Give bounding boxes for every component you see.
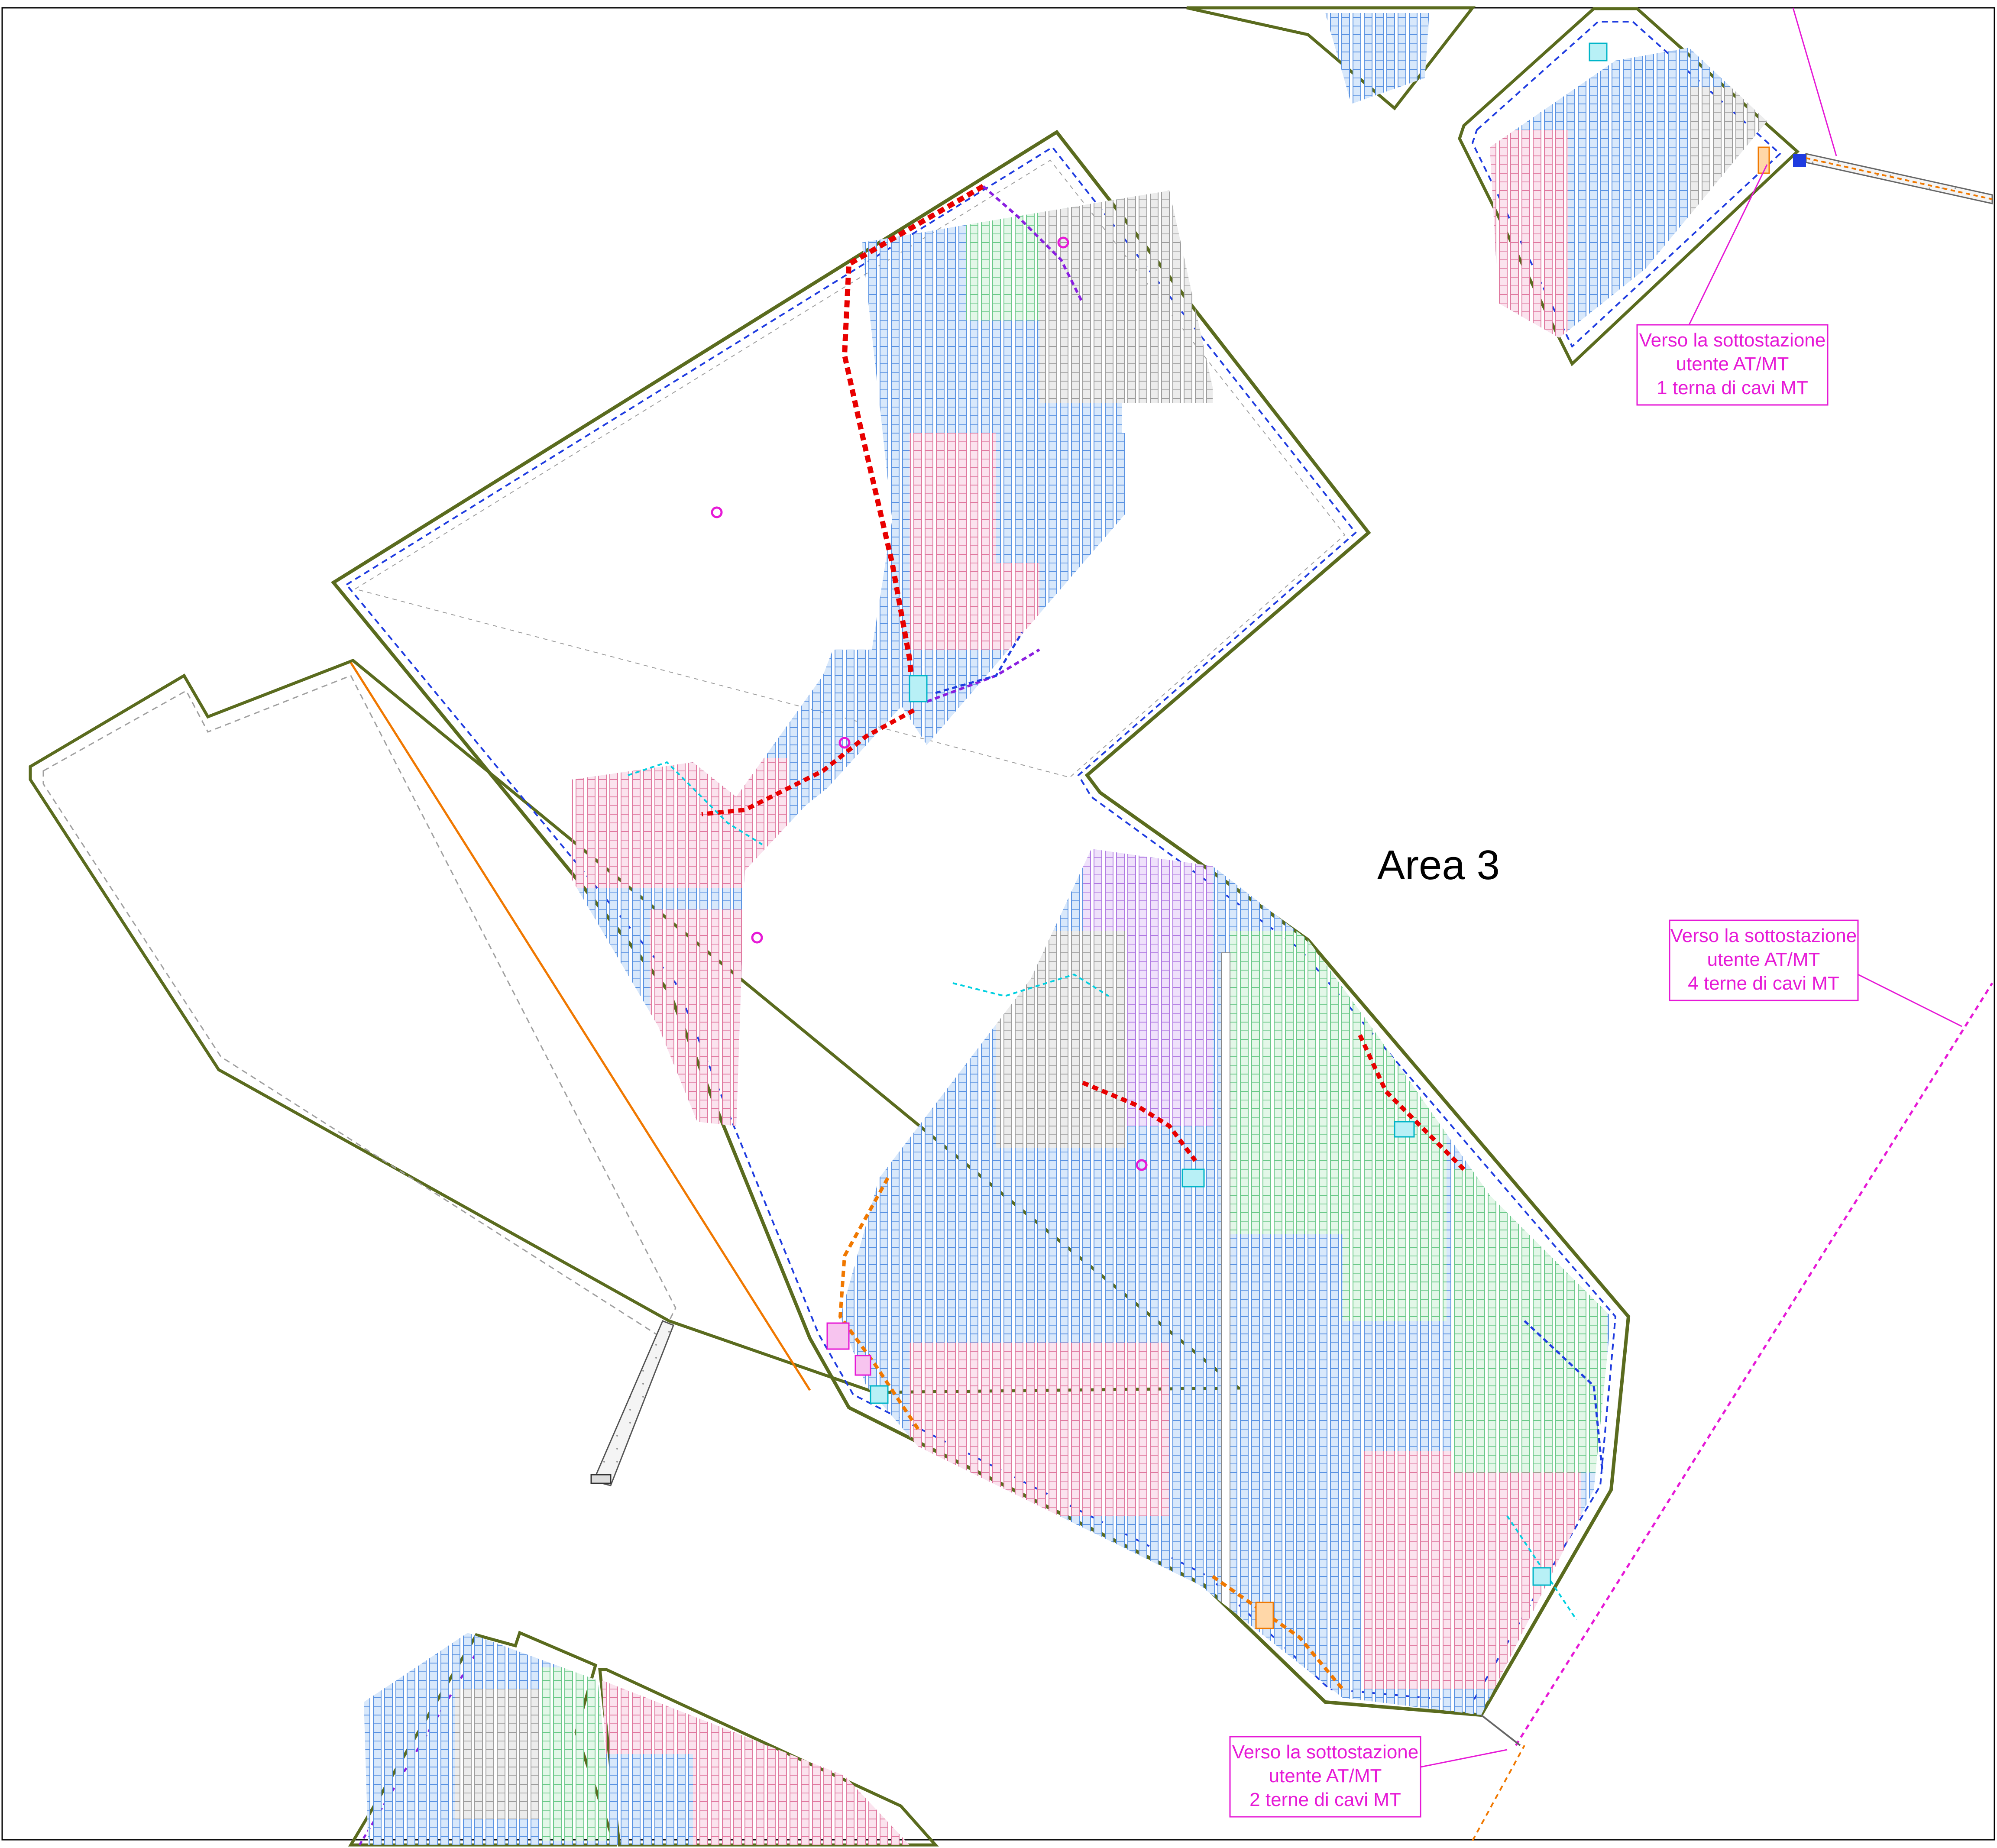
- callout-line: Verso la sottostazione: [1670, 925, 1857, 946]
- drawing-frame: [1, 7, 1995, 1841]
- mt-cable-routes: [628, 184, 1604, 1690]
- pv-array-north-west: [572, 650, 918, 1126]
- callout-line: Verso la sottostazione: [1232, 1741, 1418, 1763]
- callout-line: 2 terne di cavi MT: [1249, 1789, 1401, 1810]
- callout-substation-1-terna: Verso la sottostazione utente AT/MT 1 te…: [1636, 164, 1829, 406]
- callout-line: 4 terne di cavi MT: [1688, 973, 1839, 994]
- callout-line: utente AT/MT: [1676, 353, 1789, 375]
- ne-field-fence: [1186, 6, 1993, 366]
- substation-routes: [1472, 7, 1994, 1841]
- survey-markers: [711, 236, 1148, 1171]
- inverter-station-icon: [1589, 42, 1608, 61]
- survey-marker-icon: [1057, 236, 1069, 249]
- survey-marker-icon: [751, 932, 763, 944]
- inverter-station-icon: [1394, 1121, 1415, 1138]
- callout-line: utente AT/MT: [1269, 1765, 1382, 1787]
- inverter-station-icon: [870, 1385, 889, 1404]
- inverter-station-icon: [854, 1355, 871, 1376]
- callout-substation-4-terne: Verso la sottostazione utente AT/MT 4 te…: [1669, 919, 1962, 1027]
- callout-substation-2-terne: Verso la sottostazione utente AT/MT 2 te…: [1229, 1736, 1508, 1818]
- inverter-station-icon: [1255, 1602, 1274, 1629]
- inverter-station-icon: [826, 1322, 850, 1350]
- inverter-station-icon: [1757, 146, 1770, 174]
- pv-array-south-west: [364, 1633, 615, 1845]
- inverter-station-icon: [1532, 1567, 1551, 1586]
- pv-array-south: [602, 1680, 909, 1845]
- survey-marker-icon: [711, 506, 723, 518]
- callout-line: 1 terna di cavi MT: [1657, 377, 1808, 398]
- survey-marker-icon: [838, 737, 851, 749]
- inverter-stations: [826, 42, 1770, 1629]
- inverter-station-icon: [909, 675, 928, 702]
- area-label: Area 3: [1377, 842, 1500, 888]
- inverter-station-icon: [1181, 1168, 1205, 1188]
- callout-line: Verso la sottostazione: [1639, 330, 1825, 351]
- pv-array-ne: [1490, 48, 1767, 338]
- survey-marker-icon: [1136, 1159, 1148, 1171]
- callout-line: utente AT/MT: [1707, 949, 1820, 970]
